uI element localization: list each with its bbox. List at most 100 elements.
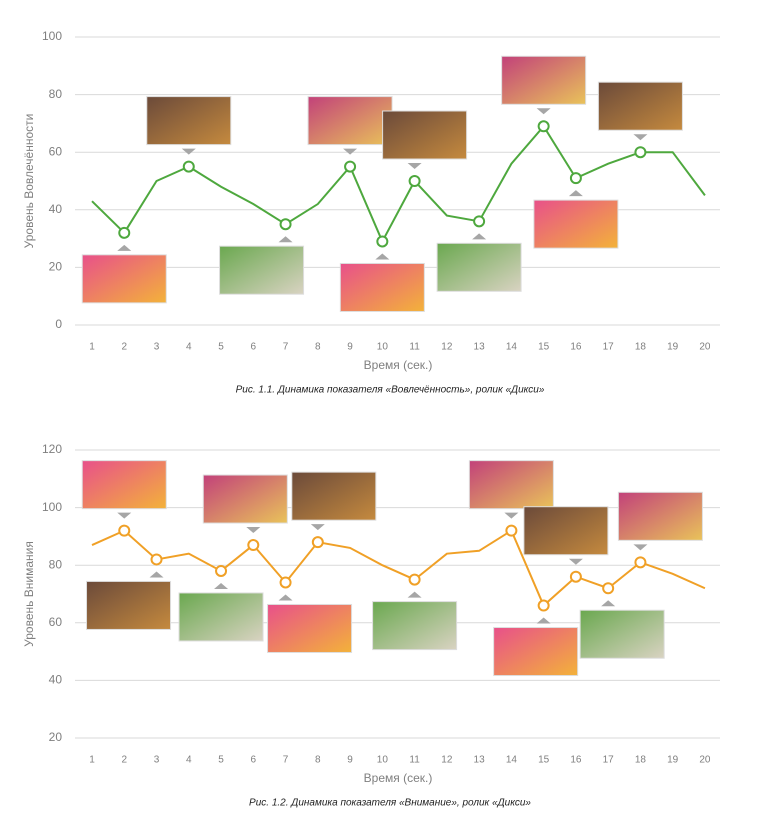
marker xyxy=(473,215,486,228)
y-tick-label: 60 xyxy=(49,615,63,629)
y-tick-label: 20 xyxy=(49,260,63,274)
marker xyxy=(634,556,647,569)
marker xyxy=(408,175,421,187)
y-tick-label: 80 xyxy=(49,557,63,571)
pointer xyxy=(181,148,196,155)
x-tick-label: 19 xyxy=(667,755,679,766)
pointer xyxy=(117,244,132,251)
marker xyxy=(247,539,260,552)
x-tick-label: 10 xyxy=(377,755,389,766)
y-tick-label: 40 xyxy=(49,202,63,216)
x-tick-label: 2 xyxy=(121,755,127,766)
x-tick-label: 1 xyxy=(89,342,95,353)
x-tick-label: 9 xyxy=(347,342,353,353)
y-tick-label: 100 xyxy=(42,29,62,43)
marker xyxy=(537,120,550,133)
x-tick-label: 17 xyxy=(603,755,615,766)
x-tick-label: 14 xyxy=(506,755,518,766)
marker xyxy=(537,599,550,612)
pointer xyxy=(407,591,422,598)
x-tick-label: 13 xyxy=(474,755,486,766)
thumbnail xyxy=(533,199,619,249)
x-tick-label: 4 xyxy=(186,755,192,766)
thumbnail xyxy=(436,242,522,292)
thumbnail xyxy=(202,474,288,524)
pointer xyxy=(504,512,519,519)
marker xyxy=(602,582,615,595)
thumbnail xyxy=(81,460,167,510)
x-tick-label: 7 xyxy=(283,342,289,353)
thumbnail xyxy=(146,96,232,146)
pointer xyxy=(214,582,229,589)
thumbnail xyxy=(267,603,353,653)
pointer xyxy=(407,163,422,169)
thumbnail xyxy=(382,110,468,160)
marker xyxy=(279,576,292,589)
marker xyxy=(344,160,357,173)
marker xyxy=(311,536,324,549)
x-tick-label: 9 xyxy=(347,755,353,766)
pointer xyxy=(246,527,261,534)
x-tick-label: 20 xyxy=(699,755,711,766)
x-tick-label: 11 xyxy=(409,755,420,766)
caption: Рис. 1.2. Динамика показателя «Внимание»… xyxy=(249,798,531,809)
thumbnail xyxy=(579,609,665,659)
line xyxy=(91,124,706,244)
thumbnail xyxy=(81,254,167,304)
thumbnail xyxy=(523,506,609,556)
y-tick-label: 40 xyxy=(49,673,63,687)
marker xyxy=(118,226,131,239)
thumbnail xyxy=(617,491,703,541)
x-tick-label: 5 xyxy=(218,342,224,353)
thumbnail xyxy=(307,96,393,146)
x-tick-label: 1 xyxy=(89,755,95,766)
marker xyxy=(408,573,421,586)
x-tick-label: 14 xyxy=(506,342,518,353)
x-tick-label: 20 xyxy=(699,342,711,353)
y-tick-label: 0 xyxy=(55,317,62,331)
x-tick-label: 18 xyxy=(635,342,647,353)
marker xyxy=(215,564,228,577)
marker xyxy=(150,553,163,566)
x-tick-label: 12 xyxy=(441,755,453,766)
thumbnail xyxy=(597,81,683,131)
thumbnail xyxy=(372,601,458,651)
y-tick-label: 20 xyxy=(49,730,63,744)
pointer xyxy=(536,108,551,115)
marker xyxy=(279,218,292,231)
x-tick-label: 3 xyxy=(154,755,160,766)
x-tick-label: 19 xyxy=(667,342,679,353)
pointer xyxy=(375,253,390,260)
x-tick-label: 8 xyxy=(315,755,321,766)
x-tick-label: 2 xyxy=(121,342,127,353)
pointer xyxy=(343,148,358,155)
thumbnail xyxy=(493,627,579,677)
y-tick-label: 60 xyxy=(49,144,63,158)
x-tick-label: 16 xyxy=(570,342,582,353)
x-tick-label: 6 xyxy=(251,342,257,353)
pointer xyxy=(278,594,293,601)
pointer xyxy=(633,134,648,141)
x-tick-label: 11 xyxy=(409,342,420,353)
x-tick-label: 18 xyxy=(635,755,647,766)
x-axis-title: Время (сек.) xyxy=(364,358,433,372)
pointer xyxy=(568,190,583,197)
thumbnail xyxy=(339,262,425,312)
x-tick-label: 12 xyxy=(441,342,453,353)
pointer xyxy=(310,524,325,531)
thumbnail xyxy=(219,245,305,295)
marker xyxy=(569,172,582,185)
y-tick-label: 80 xyxy=(49,87,63,101)
marker xyxy=(182,160,195,173)
thumbnail xyxy=(86,580,172,630)
thumbnail xyxy=(468,460,554,510)
caption: Рис. 1.1. Динамика показателя «Вовлечённ… xyxy=(236,385,545,396)
thumbnail xyxy=(291,471,377,521)
y-axis-title: Уровень Внимания xyxy=(22,541,36,647)
x-tick-label: 13 xyxy=(474,342,486,353)
thumbnail xyxy=(501,55,587,105)
x-tick-label: 10 xyxy=(377,342,389,353)
marker xyxy=(376,235,389,248)
pointer xyxy=(633,544,648,551)
x-tick-label: 17 xyxy=(603,342,615,353)
